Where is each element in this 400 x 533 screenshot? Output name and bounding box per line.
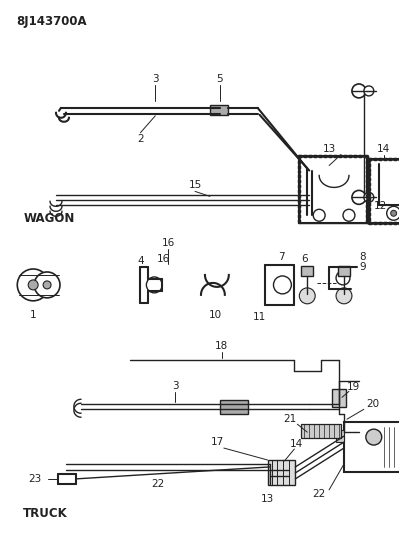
Bar bbox=[220, 400, 248, 414]
Bar bbox=[344, 422, 400, 472]
Text: 1: 1 bbox=[30, 310, 36, 320]
Text: 22: 22 bbox=[152, 479, 165, 489]
Text: 17: 17 bbox=[211, 437, 224, 447]
Bar bbox=[268, 460, 295, 485]
Circle shape bbox=[336, 271, 350, 285]
Circle shape bbox=[274, 276, 291, 294]
Bar bbox=[299, 156, 367, 223]
Circle shape bbox=[17, 269, 49, 301]
Circle shape bbox=[352, 84, 366, 98]
Text: 14: 14 bbox=[290, 439, 303, 449]
Text: 12: 12 bbox=[374, 201, 387, 211]
Text: 18: 18 bbox=[215, 341, 228, 351]
Bar bbox=[301, 266, 313, 276]
Text: 6: 6 bbox=[301, 254, 308, 264]
Circle shape bbox=[391, 211, 397, 216]
Circle shape bbox=[343, 209, 355, 221]
Text: TRUCK: TRUCK bbox=[23, 507, 68, 520]
Text: 9: 9 bbox=[359, 262, 366, 272]
Text: 14: 14 bbox=[377, 143, 390, 154]
Circle shape bbox=[364, 86, 374, 96]
Text: 8: 8 bbox=[359, 252, 366, 262]
Circle shape bbox=[352, 190, 366, 204]
Text: 22: 22 bbox=[312, 489, 326, 499]
Circle shape bbox=[299, 288, 315, 304]
Bar bbox=[338, 266, 350, 276]
Text: 3: 3 bbox=[152, 74, 159, 84]
Text: 16: 16 bbox=[162, 238, 175, 248]
Circle shape bbox=[364, 192, 374, 203]
Text: 21: 21 bbox=[283, 414, 296, 424]
Text: 19: 19 bbox=[347, 382, 360, 392]
Bar bbox=[301, 424, 341, 438]
Text: 10: 10 bbox=[208, 310, 222, 320]
Bar bbox=[369, 158, 400, 223]
Circle shape bbox=[387, 206, 400, 220]
Circle shape bbox=[313, 209, 325, 221]
Text: 13: 13 bbox=[261, 494, 274, 504]
Circle shape bbox=[366, 429, 382, 445]
Circle shape bbox=[336, 288, 352, 304]
Text: 2: 2 bbox=[137, 134, 144, 144]
Text: 5: 5 bbox=[216, 74, 223, 84]
Circle shape bbox=[146, 277, 162, 293]
Text: 4: 4 bbox=[137, 256, 144, 266]
Text: 23: 23 bbox=[28, 474, 41, 484]
Text: 16: 16 bbox=[157, 254, 170, 264]
Text: 3: 3 bbox=[172, 382, 178, 391]
Text: 7: 7 bbox=[278, 252, 285, 262]
Text: 15: 15 bbox=[188, 181, 202, 190]
Text: 8J143700A: 8J143700A bbox=[16, 15, 87, 28]
Text: 13: 13 bbox=[322, 143, 336, 154]
Circle shape bbox=[43, 281, 51, 289]
Text: 11: 11 bbox=[253, 312, 266, 322]
Circle shape bbox=[28, 280, 38, 290]
Bar bbox=[332, 389, 346, 407]
Circle shape bbox=[34, 272, 60, 298]
Bar bbox=[210, 105, 228, 115]
Bar bbox=[336, 430, 344, 442]
Text: 20: 20 bbox=[366, 399, 379, 409]
Text: WAGON: WAGON bbox=[23, 212, 75, 225]
